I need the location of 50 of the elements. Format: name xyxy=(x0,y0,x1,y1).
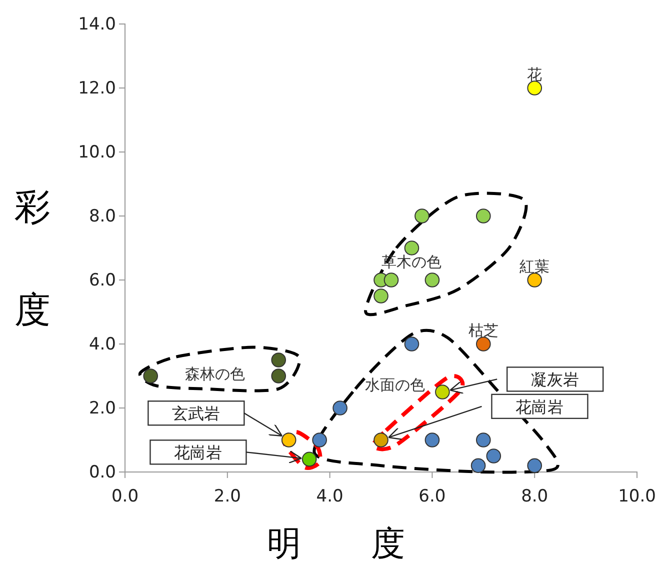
point xyxy=(476,432,491,448)
point xyxy=(527,458,542,473)
point xyxy=(271,368,286,384)
annotation: 玄武岩 xyxy=(172,404,220,424)
x-tick-label: 2.0 xyxy=(214,486,241,506)
point xyxy=(424,432,440,448)
annotation: 紅葉 xyxy=(520,258,550,276)
x-tick-label: 8.0 xyxy=(521,486,548,506)
x-tick-label: 4.0 xyxy=(316,486,344,506)
annotation: 花崗岩 xyxy=(174,443,222,462)
x-tick-label: 10.0 xyxy=(618,486,656,506)
y-tick-label: 8.0 xyxy=(88,206,116,226)
point xyxy=(476,208,491,224)
y-tick-label: 10.0 xyxy=(78,142,116,162)
point xyxy=(312,432,327,448)
point xyxy=(527,272,542,288)
y-tick-label: 2.0 xyxy=(88,398,116,418)
x-tick-label: 0.0 xyxy=(111,486,139,506)
point xyxy=(271,352,286,368)
point xyxy=(143,368,158,384)
annotation: 花崗岩 xyxy=(516,397,564,416)
point xyxy=(302,452,317,467)
annotation: 森林の色 xyxy=(185,364,246,383)
annotation: 枯芝 xyxy=(468,322,498,340)
point xyxy=(332,400,348,416)
point xyxy=(374,288,388,304)
point xyxy=(404,336,420,352)
point xyxy=(470,458,486,473)
x-axis-title: 明度 xyxy=(267,524,475,564)
annotation: 草木の色 xyxy=(382,252,442,271)
point xyxy=(404,240,420,256)
y-tick-label: 6.0 xyxy=(88,270,116,290)
point xyxy=(414,208,430,224)
point xyxy=(374,432,388,448)
y-tick-label: 12.0 xyxy=(78,78,116,98)
annotation: 花 xyxy=(527,66,542,84)
annotation: 水面の色 xyxy=(364,376,425,394)
point xyxy=(486,448,502,464)
annotation: 凝灰岩 xyxy=(531,370,580,390)
y-axis-title: 彩度 xyxy=(12,160,52,360)
x-tick-label: 6.0 xyxy=(418,486,446,506)
point xyxy=(527,80,542,96)
y-tick-label: 14.0 xyxy=(78,14,116,34)
y-tick-label: 4.0 xyxy=(88,334,116,354)
point xyxy=(424,272,440,288)
point xyxy=(476,336,491,352)
point xyxy=(384,272,399,288)
y-tick-label: 0.0 xyxy=(88,462,116,482)
point xyxy=(281,432,296,448)
point xyxy=(435,384,450,400)
